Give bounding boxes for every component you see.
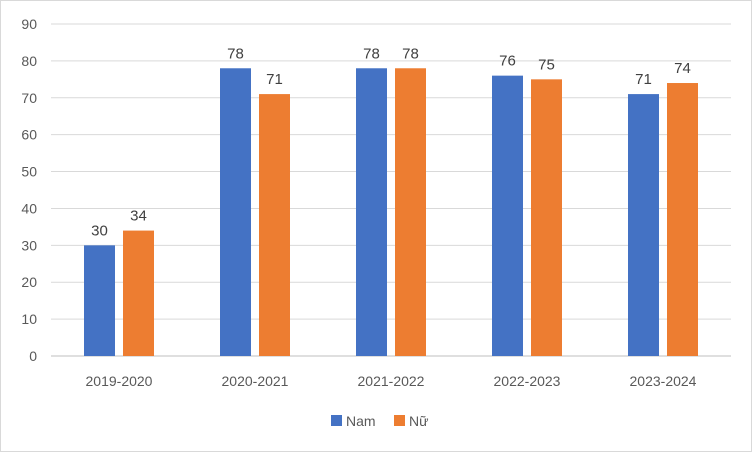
y-tick-label: 10 [21, 311, 37, 327]
y-tick-label: 60 [21, 127, 37, 143]
legend-swatch [394, 415, 405, 426]
bar-nam-2023-2024 [628, 94, 659, 356]
x-category-label: 2019-2020 [86, 373, 153, 389]
x-category-label: 2023-2024 [630, 373, 697, 389]
data-label: 71 [635, 71, 652, 88]
bar-nu-2019-2020 [123, 230, 154, 356]
legend-label: Nam [346, 413, 376, 429]
data-label: 76 [499, 53, 516, 70]
bar-nu-2021-2022 [395, 68, 426, 357]
bar-nam-2020-2021 [220, 68, 251, 357]
y-tick-label: 90 [21, 16, 37, 32]
data-label: 74 [674, 60, 691, 77]
data-label: 78 [363, 45, 380, 62]
bar-nam-2021-2022 [356, 68, 387, 357]
data-label: 34 [130, 208, 147, 225]
y-axis-ticks: 0 10 20 30 40 50 60 70 80 90 [21, 16, 37, 364]
data-label: 71 [266, 71, 283, 88]
y-tick-label: 20 [21, 274, 37, 290]
x-axis-categories: 2019-2020 2020-2021 2021-2022 2022-2023 2023… [86, 373, 697, 389]
y-tick-label: 50 [21, 164, 37, 180]
bar-nu-2023-2024 [667, 83, 698, 357]
data-label: 78 [402, 45, 419, 62]
bars [84, 68, 698, 357]
data-labels: 30 34 78 71 78 78 76 75 71 74 [91, 45, 691, 239]
bar-nam-2019-2020 [84, 245, 115, 356]
bar-nu-2020-2021 [259, 94, 290, 356]
x-category-label: 2020-2021 [222, 373, 289, 389]
x-category-label: 2022-2023 [494, 373, 561, 389]
x-category-label: 2021-2022 [358, 373, 425, 389]
legend-label: Nữ [409, 413, 428, 429]
y-tick-label: 70 [21, 90, 37, 106]
bar-nam-2022-2023 [492, 75, 523, 357]
gridlines [51, 23, 731, 357]
y-tick-label: 40 [21, 200, 37, 216]
y-tick-label: 30 [21, 237, 37, 253]
legend-swatch [331, 415, 342, 426]
data-label: 75 [538, 56, 555, 73]
data-label: 78 [227, 45, 244, 62]
legend: Nam Nữ [331, 413, 428, 429]
y-tick-label: 80 [21, 53, 37, 69]
bar-nu-2022-2023 [531, 79, 562, 356]
data-label: 30 [91, 222, 108, 239]
y-tick-label: 0 [29, 348, 37, 364]
